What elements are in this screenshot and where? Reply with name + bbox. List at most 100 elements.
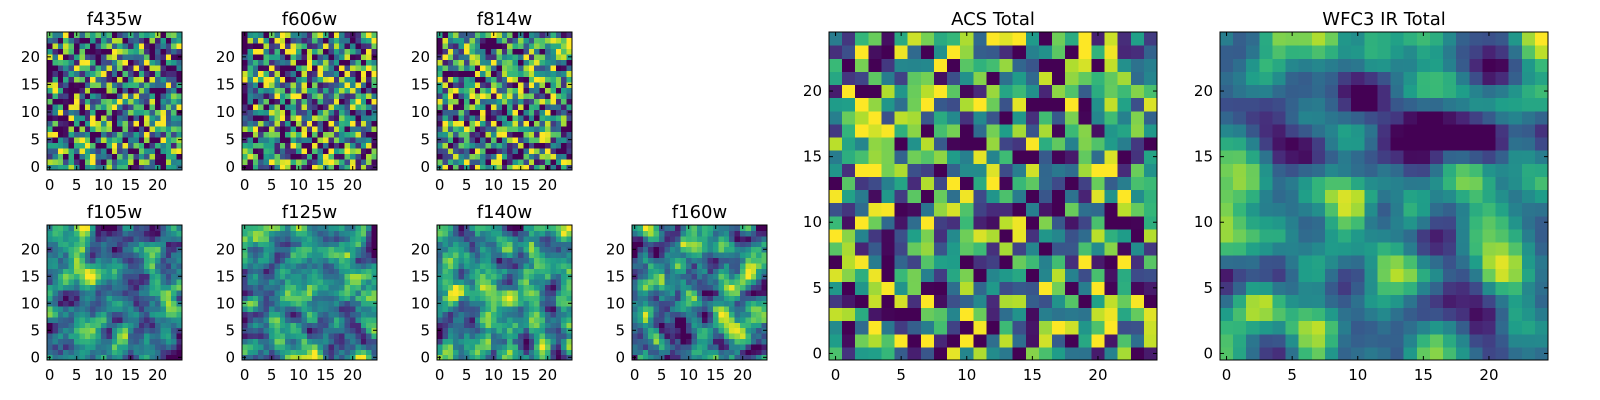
heatmap-cell: [117, 257, 124, 264]
heatmap-cell: [371, 262, 378, 269]
heatmap-cell: [464, 120, 470, 127]
heatmap-cell: [144, 158, 151, 166]
heatmap-cell: [63, 114, 70, 121]
heatmap-cell: [128, 284, 134, 291]
axes-frame: [631, 224, 768, 361]
heatmap-cell: [485, 147, 492, 155]
heatmap-cell: [52, 48, 59, 55]
heatmap-cell: [323, 147, 329, 155]
heatmap-cell: [57, 235, 64, 242]
heatmap-cell: [642, 252, 649, 258]
heatmap-cell: [653, 252, 660, 258]
heatmap-cell: [1052, 163, 1066, 177]
heatmap-cell: [534, 98, 541, 105]
heatmap-cell: [566, 225, 573, 231]
heatmap-cell: [371, 333, 378, 339]
heatmap-cell: [637, 311, 644, 318]
heatmap-cell: [165, 125, 172, 132]
heatmap-cell: [306, 43, 313, 50]
heatmap-cell: [512, 279, 519, 285]
heatmap-cell: [68, 306, 75, 312]
heatmap-cell: [745, 273, 752, 280]
heatmap-cell: [442, 65, 449, 72]
heatmap-cell: [90, 147, 97, 155]
heatmap-cell: [518, 343, 524, 350]
heatmap-cell: [447, 87, 454, 94]
heatmap-cell: [707, 295, 714, 302]
heatmap-cell: [247, 54, 254, 61]
heatmap-cell: [84, 225, 91, 231]
heatmap-cell: [274, 322, 281, 329]
heatmap-cell: [713, 257, 719, 264]
heatmap-cell: [366, 70, 373, 77]
heatmap-cell: [323, 37, 329, 44]
heatmap-cell: [333, 92, 340, 99]
heatmap-cell: [144, 76, 151, 83]
heatmap-cell: [512, 289, 519, 296]
heatmap-cell: [355, 279, 362, 285]
y-tick-label: 10: [411, 294, 430, 312]
heatmap-cell: [301, 131, 308, 138]
heatmap-cell: [47, 142, 53, 149]
heatmap-cell: [133, 87, 140, 94]
heatmap-cell: [339, 131, 346, 138]
heatmap-cell: [458, 225, 465, 231]
heatmap-cell: [176, 158, 183, 166]
heatmap-cell: [350, 109, 356, 116]
heatmap-cell: [648, 300, 655, 307]
heatmap-cell: [263, 311, 270, 318]
heatmap-cell: [868, 215, 883, 230]
heatmap-cell: [894, 255, 909, 269]
heatmap-cell: [453, 32, 460, 39]
y-tick-label: 20: [21, 48, 40, 66]
heatmap-cell: [333, 98, 340, 105]
heatmap-cell: [133, 54, 140, 61]
heatmap-cell: [63, 153, 70, 160]
heatmap-cell: [344, 268, 351, 275]
heatmap-cell: [550, 246, 557, 253]
heatmap-cell: [176, 120, 183, 127]
heatmap-cell: [734, 279, 741, 285]
heatmap-cell: [68, 268, 75, 275]
heatmap-cell: [523, 98, 530, 105]
heatmap-cell: [149, 284, 156, 291]
heatmap-cell: [1130, 255, 1145, 269]
heatmap-cell: [474, 241, 481, 248]
heatmap-cell: [501, 322, 508, 329]
heatmap-cell: [675, 268, 682, 275]
heatmap-cell: [279, 81, 286, 88]
heatmap-cell: [453, 164, 460, 171]
heatmap-cell: [501, 246, 508, 253]
heatmap-cell: [691, 225, 698, 231]
heatmap-cell: [323, 349, 329, 356]
heatmap-cell: [101, 81, 107, 88]
heatmap-cell: [437, 322, 443, 329]
heatmap-cell: [453, 338, 460, 345]
heatmap-cell: [106, 252, 113, 258]
heatmap-cell: [111, 225, 118, 231]
heatmap-cell: [761, 279, 768, 285]
heatmap-cell: [1130, 189, 1145, 204]
heatmap-cell: [453, 225, 460, 231]
heatmap-cell: [366, 136, 373, 143]
heatmap-cell: [550, 284, 557, 291]
heatmap-cell: [442, 37, 449, 44]
heatmap-cell: [68, 225, 75, 231]
heatmap-cell: [111, 109, 118, 116]
heatmap-cell: [491, 316, 497, 323]
heatmap-cell: [165, 257, 172, 264]
heatmap-cell: [68, 300, 75, 307]
heatmap-cell: [973, 163, 988, 177]
heatmap-cell: [117, 87, 124, 94]
x-tick-label: 5: [462, 176, 472, 194]
heatmap-cell: [960, 320, 974, 335]
heatmap-cell: [57, 300, 64, 307]
heatmap-cell: [474, 289, 481, 296]
heatmap-cell: [474, 98, 481, 105]
heatmap-cell: [95, 333, 102, 339]
heatmap-cell: [669, 279, 676, 285]
heatmap-cell: [1012, 228, 1027, 243]
heatmap-cell: [550, 241, 557, 248]
heatmap-cell: [117, 153, 124, 160]
heatmap-cell: [274, 230, 281, 237]
